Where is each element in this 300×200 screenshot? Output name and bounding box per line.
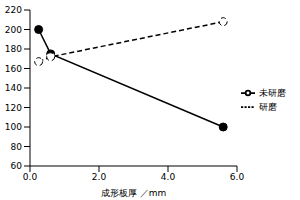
svg-text:2.0: 2.0 [92, 172, 107, 182]
svg-text:6.0: 6.0 [230, 172, 245, 182]
svg-text:160: 160 [8, 64, 22, 74]
svg-text:220: 220 [8, 5, 22, 15]
svg-text:0.0: 0.0 [23, 172, 38, 182]
svg-text:140: 140 [8, 83, 22, 93]
html-text:未研磨: 未研磨 [259, 87, 286, 98]
svg-text:60: 60 [11, 161, 23, 171]
svg-text:200: 200 [8, 25, 22, 35]
svg-text:80: 80 [11, 142, 23, 152]
svg-text:120: 120 [8, 103, 22, 113]
svg-text:成形板厚 ／mm: 成形板厚 ／mm [101, 188, 166, 198]
html-text:研磨: 研磨 [259, 101, 277, 112]
svg-text:4.0: 4.0 [161, 172, 176, 182]
svg-text:180: 180 [8, 44, 22, 54]
svg-text:100: 100 [8, 122, 22, 132]
